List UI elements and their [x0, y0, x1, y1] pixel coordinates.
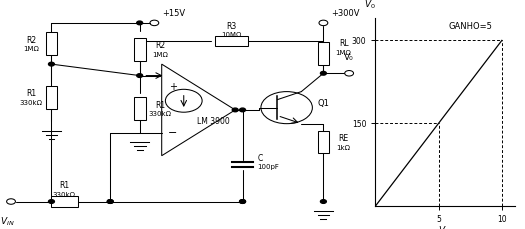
Circle shape — [136, 21, 143, 25]
Text: LM 3900: LM 3900 — [197, 117, 229, 126]
Text: 1MΩ: 1MΩ — [152, 52, 168, 58]
Bar — [318, 42, 329, 65]
Y-axis label: $V_0$: $V_0$ — [364, 0, 376, 11]
Circle shape — [232, 108, 238, 112]
Text: C: C — [257, 153, 262, 163]
Circle shape — [136, 74, 143, 77]
Circle shape — [239, 200, 246, 203]
Text: R2: R2 — [155, 41, 165, 50]
Circle shape — [48, 62, 55, 66]
Bar — [46, 32, 57, 55]
Bar — [215, 36, 248, 46]
Circle shape — [107, 200, 113, 203]
Text: +15V: +15V — [162, 9, 185, 18]
Text: GANHO=5: GANHO=5 — [448, 22, 492, 31]
Text: V₀: V₀ — [344, 53, 354, 62]
Text: 1MΩ: 1MΩ — [335, 50, 352, 56]
Text: RE: RE — [339, 134, 349, 143]
Text: 100pF: 100pF — [257, 164, 279, 170]
Text: −: − — [168, 128, 177, 138]
Bar — [134, 97, 145, 120]
Text: $V_{IN}$: $V_{IN}$ — [0, 216, 15, 228]
Text: 330kΩ: 330kΩ — [149, 112, 171, 117]
Bar — [46, 86, 57, 109]
X-axis label: $V_{IN}$: $V_{IN}$ — [438, 224, 452, 229]
Text: 330kΩ: 330kΩ — [53, 192, 76, 198]
Bar — [318, 131, 329, 153]
Text: Q1: Q1 — [318, 98, 330, 108]
Text: +: + — [169, 82, 177, 92]
Circle shape — [239, 108, 246, 112]
Text: +300V: +300V — [331, 9, 359, 18]
Circle shape — [320, 200, 327, 203]
Text: R1: R1 — [59, 181, 69, 190]
Text: 330kΩ: 330kΩ — [20, 100, 43, 106]
Circle shape — [107, 200, 113, 203]
Text: R1: R1 — [26, 89, 36, 98]
Circle shape — [239, 200, 246, 203]
Bar — [134, 38, 145, 61]
Text: RL: RL — [339, 39, 349, 48]
Text: R1: R1 — [155, 101, 165, 110]
Circle shape — [48, 200, 55, 203]
Text: 10MΩ: 10MΩ — [222, 33, 242, 38]
Text: 1MΩ: 1MΩ — [23, 46, 39, 52]
Text: 1kΩ: 1kΩ — [337, 145, 351, 151]
Text: R2: R2 — [26, 35, 36, 45]
Circle shape — [320, 71, 327, 75]
Text: R3: R3 — [226, 22, 237, 31]
Bar — [50, 196, 78, 207]
